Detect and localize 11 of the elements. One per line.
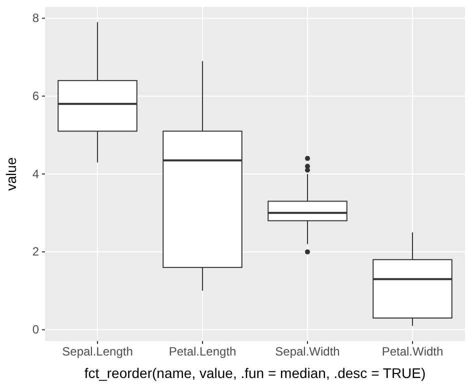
x-tick-label: Sepal.Width bbox=[275, 344, 340, 359]
y-tick-label: 0 bbox=[32, 322, 40, 337]
x-tick-label: Sepal.Length bbox=[62, 344, 133, 359]
y-tick-label: 4 bbox=[32, 166, 40, 181]
x-tick-label: Petal.Length bbox=[168, 344, 236, 359]
x-tick-label: Petal.Width bbox=[382, 344, 444, 359]
y-tick-label: 8 bbox=[32, 11, 40, 26]
y-tick-label: 6 bbox=[32, 88, 40, 103]
y-axis-title: value bbox=[3, 157, 19, 191]
x-axis-title: fct_reorder(name, value, .fun = median, .desc = TRUE) bbox=[84, 365, 426, 381]
y-tick-label: 2 bbox=[32, 244, 40, 259]
